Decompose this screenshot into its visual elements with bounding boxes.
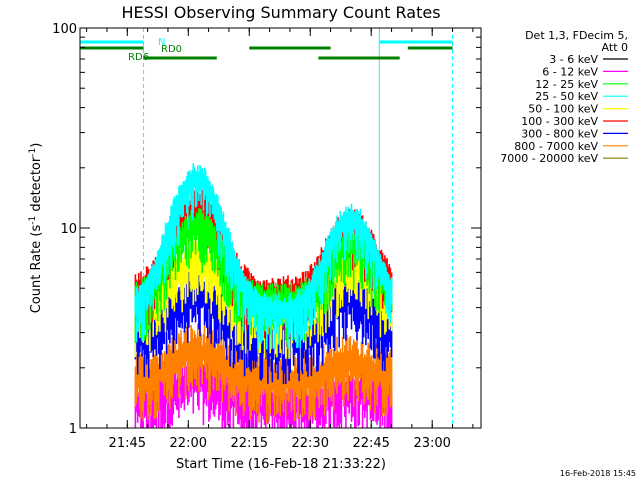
y-tick-label-1: 10 [60, 222, 77, 237]
legend-label-6: 300 - 800 keV [521, 127, 598, 140]
legend-label-8: 7000 - 20000 keV [500, 152, 598, 165]
x-tick-label-0: 21:45 [109, 436, 146, 451]
legend-label-3: 25 - 50 keV [535, 90, 598, 103]
legend-label-2: 12 - 25 keV [535, 78, 598, 91]
x-tick-label-5: 23:00 [413, 436, 450, 451]
footer-date: 16-Feb-2018 15:45 [560, 469, 636, 478]
annotation-rd0: RD0 [161, 44, 182, 55]
annotation-rd6: RD6 [128, 52, 149, 63]
y-axis-label-sup2: -1 [28, 148, 38, 157]
y-tick-label-0: 1 [69, 422, 77, 437]
y-axis-label-sup1: -1 [28, 216, 38, 225]
series-800to7000keV-keV [134, 323, 393, 424]
series-25to50keV-keV [134, 163, 393, 350]
y-tick-label-2: 100 [52, 22, 77, 37]
y-axis-label: Count Rate (s-1 detector-1) [28, 143, 44, 314]
plot-area [79, 28, 454, 428]
x-tick-label-4: 22:45 [352, 436, 389, 451]
legend-label-5: 100 - 300 keV [521, 115, 598, 128]
x-axis-label: Start Time (16-Feb-18 21:33:22) [176, 457, 386, 472]
legend-header-line-1: Det 1,3, FDecim 5, [525, 29, 628, 42]
y-axis-ticks: 1 10 100 [52, 22, 481, 437]
x-axis-ticks: 21:45 22:00 22:15 22:30 22:45 23:00 [86, 28, 474, 451]
annotation-n: N [158, 37, 165, 48]
chart-title: HESSI Observing Summary Count Rates [121, 3, 440, 22]
y-axis-label-main: Count Rate (s [29, 225, 44, 314]
y-axis-label-mid: detector [29, 156, 44, 216]
legend-label-7: 800 - 7000 keV [514, 140, 598, 153]
x-tick-label-3: 22:30 [292, 436, 329, 451]
y-axis-label-end: ) [29, 143, 44, 148]
x-tick-label-1: 22:00 [170, 436, 207, 451]
legend-label-0: 3 - 6 keV [549, 53, 598, 66]
legend-label-4: 50 - 100 keV [528, 103, 598, 116]
legend-label-1: 6 - 12 keV [542, 65, 598, 78]
legend-header-line-2: Att 0 [602, 41, 628, 54]
x-tick-label-2: 22:15 [231, 436, 268, 451]
